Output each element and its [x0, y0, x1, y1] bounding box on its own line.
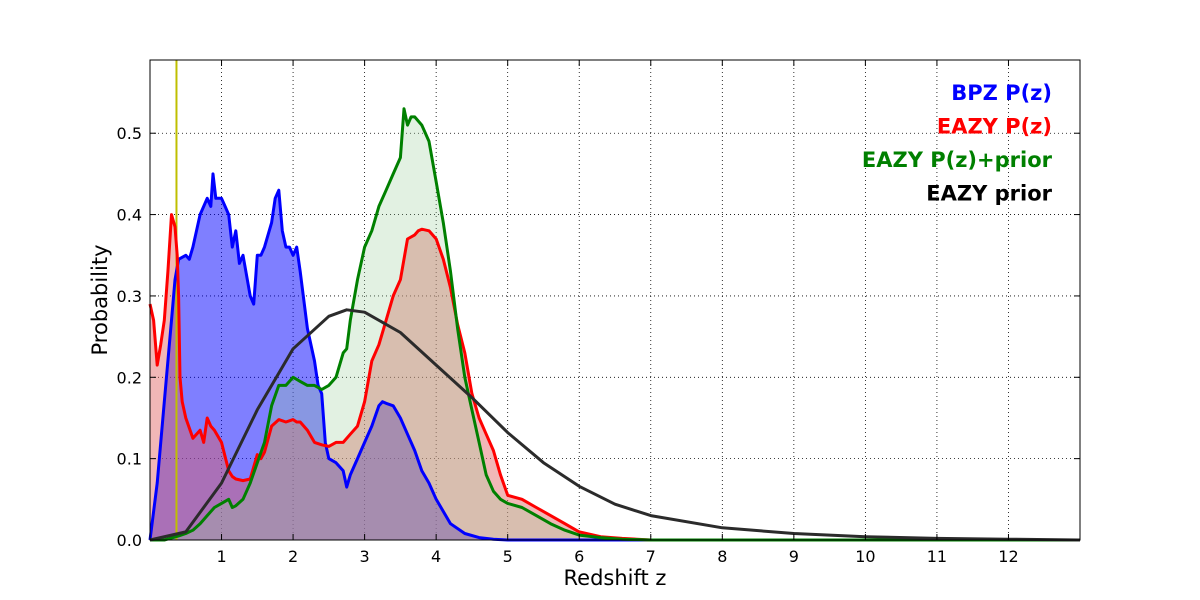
series-line-eazy-p-z	[148, 213, 1080, 542]
series-line-eazy-prior	[149, 308, 1081, 542]
y-tick-label: 0.2	[117, 368, 142, 387]
y-tick-label: 0.1	[117, 450, 142, 469]
x-axis-label: Redshift z	[564, 566, 667, 590]
y-tick-label: 0.4	[117, 206, 142, 225]
y-axis-label: Probability	[88, 244, 112, 355]
series-line-eazy-p-z-prior	[150, 107, 1080, 542]
series-area-eazy-p-z	[150, 214, 1080, 540]
x-tick-label: 6	[574, 547, 584, 566]
series-area-eazy-p-z-prior	[150, 108, 1080, 541]
y-tick-label: 0.3	[117, 287, 142, 306]
series-lines	[148, 107, 1081, 542]
x-tick-label: 2	[288, 547, 298, 566]
legend-entry: EAZY P(z)	[937, 115, 1052, 139]
x-tick-label: 5	[503, 547, 513, 566]
x-tick-label: 11	[927, 547, 947, 566]
legend: BPZ P(z) EAZY P(z) EAZY P(z)+prior EAZY pri…	[862, 81, 1053, 206]
x-tick-label: 8	[717, 547, 727, 566]
x-tick-label: 12	[998, 547, 1018, 566]
axis-ticks: 1 2 3 4 5 6 7 8 9 10 11 120.00.10.20.30.40.5	[117, 60, 1080, 566]
x-tick-label: 1	[216, 547, 226, 566]
plot-frame	[149, 59, 1081, 541]
legend-entry: EAZY prior	[926, 182, 1052, 206]
y-tick-label: 0.0	[117, 531, 142, 550]
series-line-bpz-p-z	[148, 172, 1080, 542]
x-tick-label: 3	[360, 547, 370, 566]
legend-entry: EAZY P(z)+prior	[862, 148, 1053, 172]
x-tick-label: 4	[431, 547, 441, 566]
x-tick-label: 7	[646, 547, 656, 566]
grid	[150, 60, 1080, 540]
series-areas	[150, 108, 1080, 541]
x-tick-label: 9	[789, 547, 799, 566]
legend-entry: BPZ P(z)	[951, 81, 1052, 105]
x-tick-label: 10	[855, 547, 875, 566]
y-tick-label: 0.5	[117, 124, 142, 143]
series-area-bpz-p-z	[150, 173, 1080, 540]
